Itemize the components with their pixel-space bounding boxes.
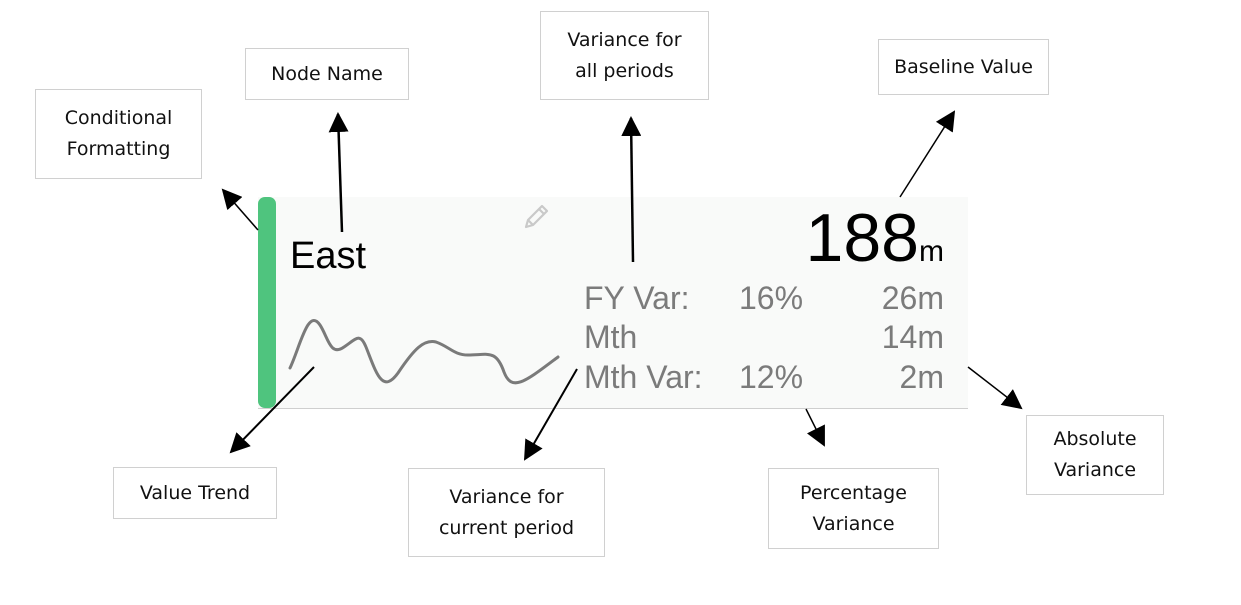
variance-row-absolute: 2m xyxy=(899,359,944,395)
variance-row-absolute: 26m xyxy=(881,280,944,316)
label-baseline-value-text: Baseline Value xyxy=(894,55,1033,78)
baseline-value-unit: m xyxy=(919,235,944,268)
value-trend-sparkline xyxy=(288,319,560,385)
conditional-formatting-bar xyxy=(258,197,276,408)
arrow-variance-all-periods xyxy=(621,116,642,263)
node-name: East xyxy=(290,235,367,277)
variance-row-fy: FY Var: 16% 26m xyxy=(584,279,944,317)
baseline-value: 188m xyxy=(806,197,944,279)
label-conditional-formatting-text: Conditional Formatting xyxy=(64,107,173,160)
sparkline-path xyxy=(288,319,560,385)
label-value-trend-text: Value Trend xyxy=(139,481,251,504)
arrow-baseline-value xyxy=(899,110,956,198)
label-baseline-value: Baseline Value xyxy=(878,39,1049,95)
variance-row-label: Mth Var: xyxy=(584,359,703,395)
pencil-icon[interactable] xyxy=(520,203,550,233)
arrow-percentage-variance xyxy=(805,408,825,447)
variance-row-percentage: 12% xyxy=(739,359,804,395)
arrow-absolute-variance xyxy=(967,366,1023,410)
variance-row-label: FY Var: xyxy=(584,280,690,316)
baseline-value-number: 188 xyxy=(805,200,919,276)
label-absolute-variance-text: Absolute Variance xyxy=(1053,428,1137,481)
label-value-trend: Value Trend xyxy=(113,467,277,519)
label-variance-all-periods: Variance for all periods xyxy=(540,11,709,100)
label-percentage-variance: Percentage Variance xyxy=(768,468,939,549)
label-absolute-variance: Absolute Variance xyxy=(1026,415,1164,495)
label-conditional-formatting: Conditional Formatting xyxy=(35,89,202,179)
kpi-card[interactable]: East 188m FY Var: 16% 26m Mth 14m Mth Va… xyxy=(258,197,968,409)
label-variance-current-period: Variance for current period xyxy=(408,468,605,557)
variance-row-absolute: 14m xyxy=(881,319,944,355)
label-variance-current-period-text: Variance for current period xyxy=(438,485,575,539)
arrow-node-name xyxy=(328,112,349,233)
variance-row-label: Mth xyxy=(584,319,638,355)
label-node-name-text: Node Name xyxy=(271,62,383,85)
label-node-name: Node Name xyxy=(245,48,409,100)
label-variance-all-periods-text: Variance for all periods xyxy=(567,28,682,82)
label-percentage-variance-text: Percentage Variance xyxy=(800,481,907,535)
variance-row-mth-var: Mth Var: 12% 2m xyxy=(584,358,944,396)
arrow-conditional-formatting xyxy=(221,188,259,231)
variance-row-mth: Mth 14m xyxy=(584,318,944,356)
arrow-value-trend xyxy=(229,366,315,454)
arrow-variance-current-period xyxy=(523,368,578,461)
variance-row-percentage: 16% xyxy=(739,280,804,316)
